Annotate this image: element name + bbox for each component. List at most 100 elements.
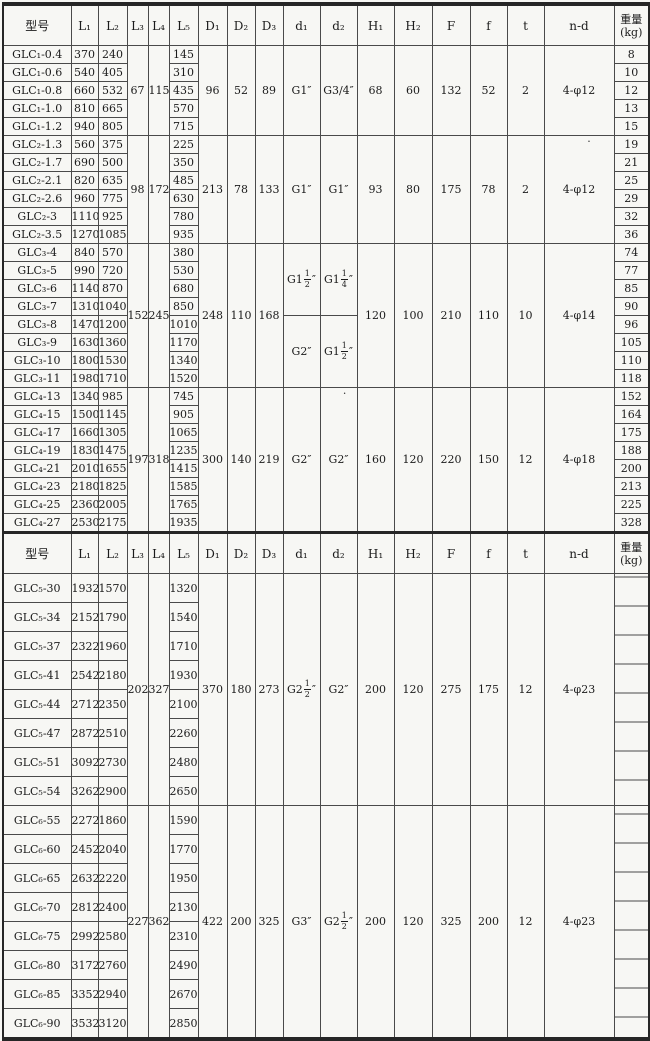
model-cell: GLC₄-19 bbox=[2, 441, 72, 460]
l2-cell: 570 bbox=[97, 243, 128, 262]
t-merged-cell: 12 bbox=[506, 387, 545, 533]
l5-cell: 570 bbox=[168, 99, 199, 118]
thread-d1-cell: G1″ bbox=[282, 135, 321, 244]
h1-merged-cell: 120 bbox=[356, 243, 395, 388]
spec-row: GLC₃-7 1310 1040 850 90 bbox=[2, 297, 650, 316]
bolt-holes-cell: 4-φ12 bbox=[543, 135, 615, 244]
l1-cell: 1270 bbox=[70, 225, 99, 244]
thread-d2-cell: G1 1 4 ″ bbox=[319, 243, 358, 316]
dim-header-cell: L₂ bbox=[97, 3, 128, 46]
d2-outer-merged-cell: 52 bbox=[226, 45, 256, 136]
weight-cell: 85 bbox=[613, 279, 650, 298]
weight-cell: 188 bbox=[613, 441, 650, 460]
dim-header-cell: H₂ bbox=[393, 531, 433, 574]
spec-row: GLC₄-19 1830 1475 1235 188 bbox=[2, 441, 650, 460]
spec-row: GLC₁-0.4 370 240 67 115 145 96 52 89 G1″ G3/4″ 68 60… bbox=[2, 45, 650, 136]
model-cell: GLC₂-2.1 bbox=[2, 171, 72, 190]
l1-cell: 1140 bbox=[70, 279, 99, 298]
model-cell: GLC₃-9 bbox=[2, 333, 72, 352]
l5-cell: 2490 bbox=[168, 950, 199, 980]
l4-merged-cell: 245 bbox=[147, 243, 170, 388]
l2-cell: 925 bbox=[97, 207, 128, 226]
thread-d1-cell: G2″ bbox=[282, 315, 321, 388]
weight-cell: 29 bbox=[613, 189, 650, 208]
d2-outer-merged-cell: 78 bbox=[226, 135, 256, 244]
l5-cell: 2100 bbox=[168, 689, 199, 719]
model-header-cell: 型号 bbox=[2, 3, 72, 46]
d3-outer-merged-cell: 273 bbox=[254, 573, 284, 806]
l2-cell: 1040 bbox=[97, 297, 128, 316]
h1-merged-cell: 160 bbox=[356, 387, 395, 533]
spec-row: GLC₆-70 2812 2400 2130 bbox=[2, 892, 649, 922]
l2-cell: 2900 bbox=[97, 776, 128, 806]
l2-cell: 2175 bbox=[97, 513, 128, 533]
model-cell: GLC₅-44 bbox=[2, 689, 72, 719]
l1-cell: 1340 bbox=[70, 387, 99, 406]
weight-header-line1: 重量 bbox=[620, 12, 643, 26]
h2-merged-cell: 80 bbox=[393, 135, 433, 244]
bolt-holes-cell: 4-φ12 bbox=[543, 45, 615, 136]
l2-cell: 2220 bbox=[97, 863, 128, 893]
spec-row: GLC₅-30 1932 1570 202 327 1320 370 180 273 G2 1 2 ″ G… bbox=[2, 573, 650, 806]
spec-row: GLC₂-2.1 820 635 485 25 bbox=[2, 171, 650, 190]
l1-cell: 1980 bbox=[70, 369, 99, 388]
thread-d1-cell: G2″ bbox=[282, 387, 321, 533]
thread-d2-cell: G2 1 2 ″ bbox=[319, 805, 358, 1040]
dim-header-cell: f bbox=[469, 531, 508, 574]
l5-cell: 850 bbox=[168, 297, 199, 316]
l5-cell: 380 bbox=[168, 243, 199, 262]
weight-cell: 36 bbox=[613, 225, 650, 244]
dim-header-cell: F bbox=[431, 531, 471, 574]
f-lower-merged-cell: 52 bbox=[469, 45, 508, 136]
l1-cell: 1800 bbox=[70, 351, 99, 370]
l1-cell: 2530 bbox=[70, 513, 99, 533]
nd-header-cell: n-d bbox=[543, 531, 615, 574]
l2-cell: 1475 bbox=[97, 441, 128, 460]
f-lower-merged-cell: 150 bbox=[469, 387, 508, 533]
l5-cell: 780 bbox=[168, 207, 199, 226]
l1-cell: 1630 bbox=[70, 333, 99, 352]
thread-d2-cell: G2″ bbox=[319, 387, 358, 533]
weight-cell: 12 bbox=[613, 81, 650, 100]
spec-row: GLC₆-80 3172 2760 2490 bbox=[2, 950, 649, 980]
dim-header-cell: F bbox=[431, 3, 471, 46]
thread-d1-cell: G1″ bbox=[282, 45, 321, 136]
t-merged-cell: 10 bbox=[506, 243, 545, 388]
l1-cell: 2872 bbox=[70, 718, 99, 748]
l3-merged-cell: 67 bbox=[126, 45, 149, 136]
dim-header-cell: d₁ bbox=[282, 531, 321, 574]
d3-outer-merged-cell: 219 bbox=[254, 387, 284, 533]
l2-cell: 1825 bbox=[97, 477, 128, 496]
dim-header-cell: t bbox=[506, 3, 545, 46]
model-cell: GLC₃-8 bbox=[2, 315, 72, 334]
weight-blank-column-cell bbox=[613, 573, 650, 806]
l1-cell: 2360 bbox=[70, 495, 99, 514]
l5-cell: 2480 bbox=[168, 747, 199, 777]
dim-header-cell: D₁ bbox=[197, 3, 228, 46]
l2-cell: 1790 bbox=[97, 602, 128, 632]
l5-cell: 145 bbox=[168, 45, 199, 64]
model-cell: GLC₆-85 bbox=[2, 979, 72, 1009]
model-cell: GLC₃-6 bbox=[2, 279, 72, 298]
spec-row: GLC₄-17 1660 1305 1065 175 bbox=[2, 423, 650, 442]
l5-cell: 310 bbox=[168, 63, 199, 82]
l5-cell: 350 bbox=[168, 153, 199, 172]
spec-row: GLC₅-37 2322 1960 1710 bbox=[2, 631, 649, 661]
l2-cell: 1860 bbox=[97, 805, 128, 835]
l2-cell: 1305 bbox=[97, 423, 128, 442]
l1-cell: 1110 bbox=[70, 207, 99, 226]
model-cell: GLC₂-3.5 bbox=[2, 225, 72, 244]
l1-cell: 540 bbox=[70, 63, 99, 82]
model-cell: GLC₂-2.6 bbox=[2, 189, 72, 208]
thread-d2-cell: G1 1 2 ″ bbox=[319, 315, 358, 388]
spec-row: GLC₅-34 2152 1790 1540 bbox=[2, 602, 649, 632]
l5-cell: 745 bbox=[168, 387, 199, 406]
f-upper-merged-cell: 132 bbox=[431, 45, 471, 136]
model-cell: GLC₄-25 bbox=[2, 495, 72, 514]
weight-cell: 225 bbox=[613, 495, 650, 514]
l2-cell: 985 bbox=[97, 387, 128, 406]
l5-cell: 1590 bbox=[168, 805, 199, 835]
l5-cell: 2650 bbox=[168, 776, 199, 806]
l5-cell: 1170 bbox=[168, 333, 199, 352]
